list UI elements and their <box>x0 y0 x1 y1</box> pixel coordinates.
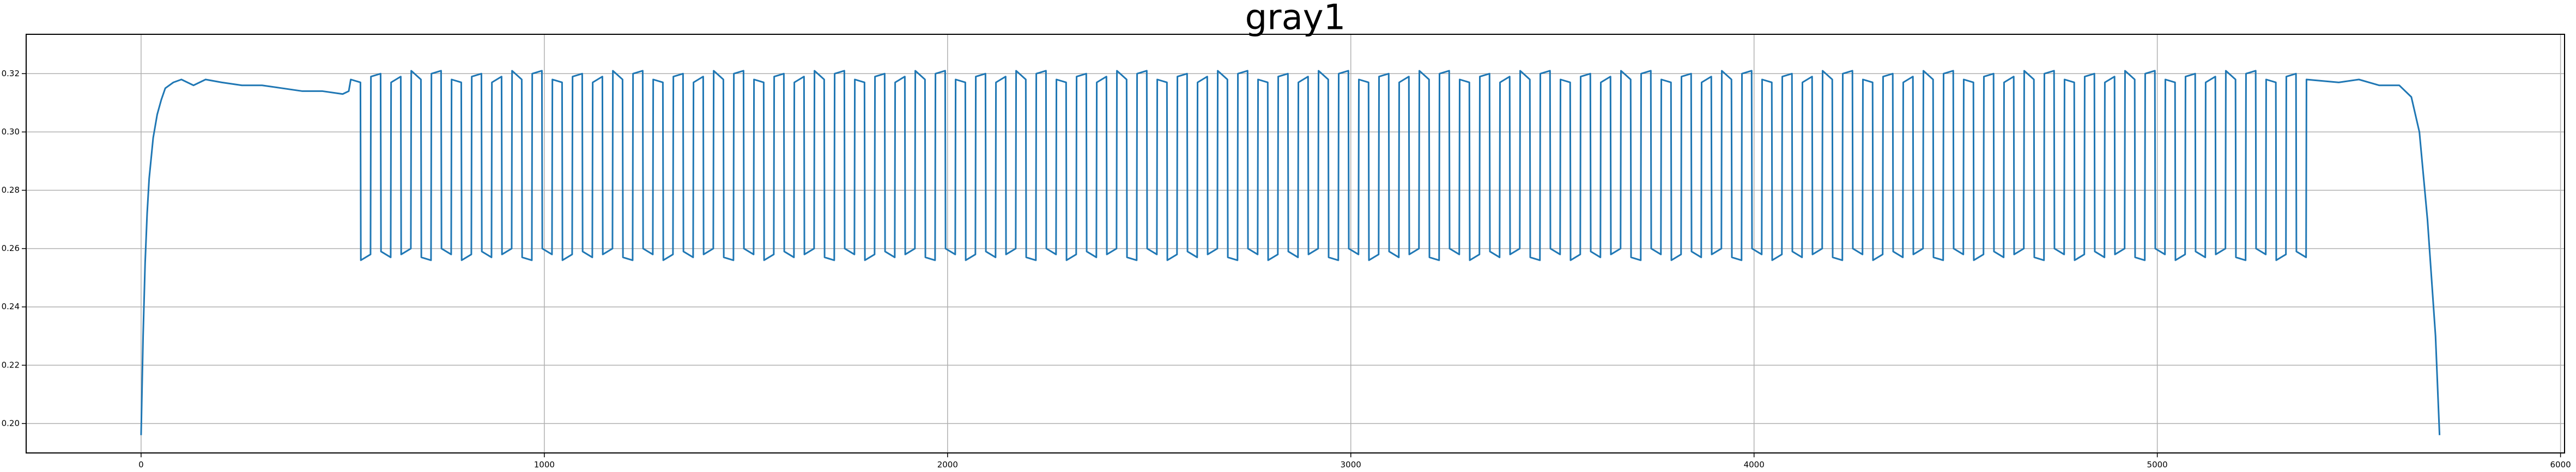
chart-title: gray1 <box>1245 0 1346 38</box>
y-tick-label: 0.30 <box>2 127 20 137</box>
y-tick-label: 0.24 <box>2 302 20 311</box>
x-tick-label: 2000 <box>937 460 958 470</box>
x-tick-label: 0 <box>138 460 144 470</box>
y-tick-label: 0.26 <box>2 243 20 253</box>
plot-frame <box>26 34 2565 453</box>
y-tick-label: 0.32 <box>2 69 20 78</box>
x-tick-label: 3000 <box>1341 460 1361 470</box>
x-tick-label: 6000 <box>2550 460 2571 470</box>
y-tick-label: 0.22 <box>2 360 20 370</box>
x-tick-label: 4000 <box>1744 460 1765 470</box>
x-tick-label: 1000 <box>534 460 555 470</box>
y-tick-label: 0.28 <box>2 185 20 195</box>
x-tick-label: 5000 <box>2147 460 2168 470</box>
y-tick-label: 0.20 <box>2 418 20 428</box>
data-line <box>140 70 2441 436</box>
